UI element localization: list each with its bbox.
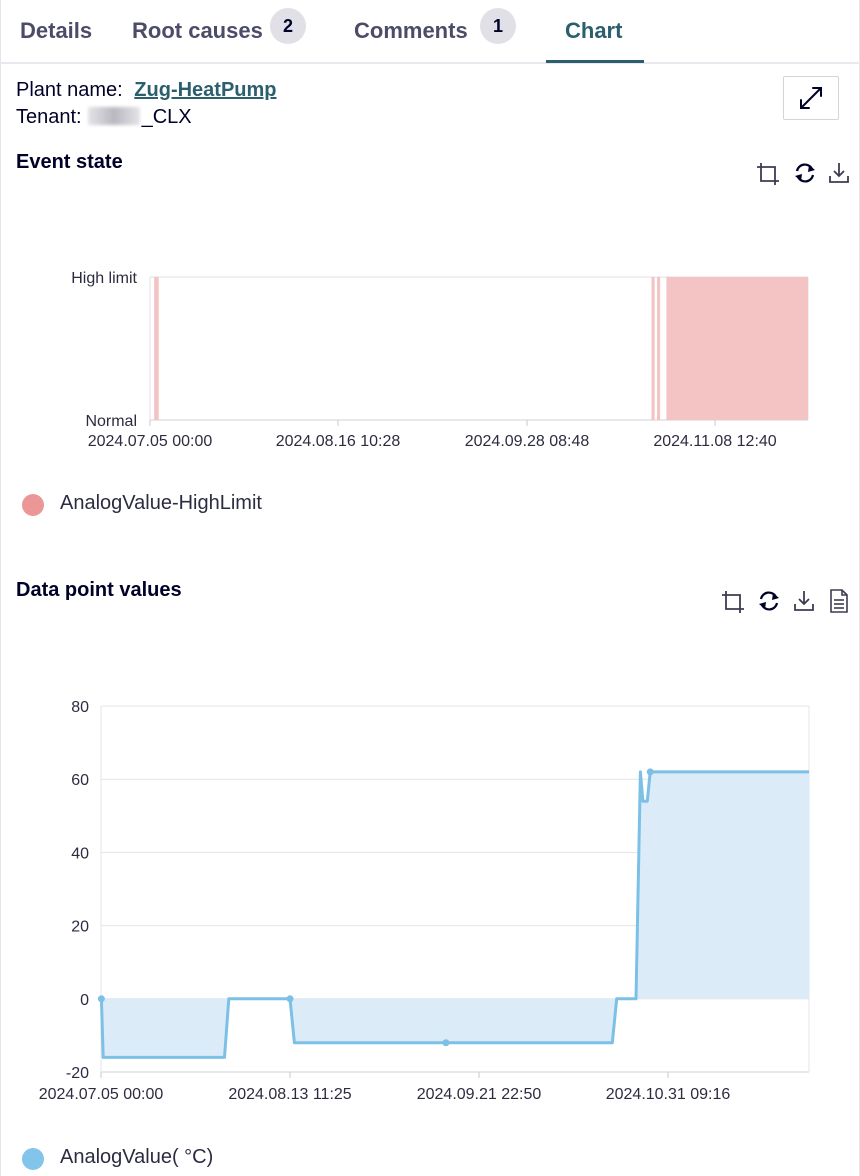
data-point-values-chart: 80 60 40 20 0 -20 2024.07.05 00:00 2024.08.13 … — [39, 699, 810, 1103]
active-tab-indicator — [546, 60, 644, 63]
tenant-label: Tenant: — [16, 106, 82, 128]
data-x-tick-1: 2024.08.13 11:25 — [228, 1086, 351, 1103]
tab-details[interactable]: Details — [20, 18, 93, 43]
legend-event-dot — [22, 494, 44, 516]
event-state-title: Event state — [16, 151, 123, 173]
analog-value-point-0 — [97, 995, 105, 1003]
download-icon[interactable] — [826, 160, 852, 186]
event-x-tick-0: 2024.07.05 00:00 — [88, 433, 213, 450]
download-icon[interactable] — [791, 588, 817, 614]
tab-chart[interactable]: Chart — [565, 18, 623, 43]
event-y-label-0: Normal — [85, 413, 137, 430]
data-y-tick-1: 60 — [71, 772, 89, 789]
comments-count-badge: 1 — [480, 8, 516, 44]
tenant-row: Tenant: _CLX — [16, 106, 192, 129]
event-state-bands — [154, 277, 808, 420]
data-x-tick-3: 2024.10.31 09:16 — [606, 1086, 731, 1103]
legend-analog-dot — [22, 1148, 44, 1170]
plant-name-label: Plant name: — [16, 79, 123, 101]
data-x-tick-0: 2024.07.05 00:00 — [39, 1086, 164, 1103]
data-y-tick-0: 80 — [71, 699, 89, 716]
event-x-tick-2: 2024.09.28 08:48 — [465, 433, 590, 450]
tenant-value: _CLX — [141, 106, 192, 128]
data-y-tick-3: 20 — [71, 919, 89, 936]
event-y-label-1: High limit — [71, 270, 137, 287]
analog-value-point-2 — [442, 1039, 450, 1047]
event-state-chart: Normal High limit 2024.07.05 00:00 2024.08… — [71, 270, 809, 450]
refresh-icon[interactable] — [792, 160, 818, 186]
data-y-tick-5: -20 — [66, 1065, 89, 1082]
data-x-tick-2: 2024.09.21 22:50 — [417, 1086, 542, 1103]
root-causes-count-badge: 2 — [270, 8, 306, 44]
tenant-redacted-mask — [87, 107, 140, 125]
event-x-tick-1: 2024.08.16 10:28 — [276, 433, 401, 450]
analog-value-line — [99, 770, 809, 1059]
crop-icon[interactable] — [755, 161, 781, 187]
analog-value-area — [101, 771, 809, 1058]
data-point-series — [97, 768, 809, 1059]
expand-icon — [800, 87, 822, 109]
expand-button[interactable] — [783, 76, 839, 120]
data-y-tick-4: 0 — [80, 992, 89, 1009]
event-high-limit-band-1 — [651, 277, 655, 420]
crop-icon[interactable] — [720, 589, 746, 615]
plant-name-row: Plant name: Zug-HeatPump — [16, 79, 277, 102]
analog-value-point-3 — [646, 768, 654, 776]
document-icon[interactable] — [826, 588, 852, 614]
event-high-limit-band-2 — [657, 277, 661, 420]
tab-bar: Details Root causes 2 Comments 1 Chart — [0, 0, 860, 64]
data-y-tick-2: 40 — [71, 845, 89, 862]
analog-value-point-1 — [286, 995, 294, 1003]
event-x-tick-3: 2024.11.08 12:40 — [653, 433, 776, 450]
data-point-values-title: Data point values — [16, 579, 182, 601]
event-high-limit-band-0 — [154, 277, 159, 420]
event-high-limit-band-3 — [666, 277, 808, 420]
legend-event-label: AnalogValue-HighLimit — [60, 492, 262, 514]
refresh-icon[interactable] — [756, 588, 782, 614]
tab-root-causes[interactable]: Root causes — [132, 18, 263, 43]
plant-name-link[interactable]: Zug-HeatPump — [134, 79, 277, 101]
legend-analog-label: AnalogValue( °C) — [60, 1146, 214, 1168]
tab-comments[interactable]: Comments — [354, 18, 468, 43]
